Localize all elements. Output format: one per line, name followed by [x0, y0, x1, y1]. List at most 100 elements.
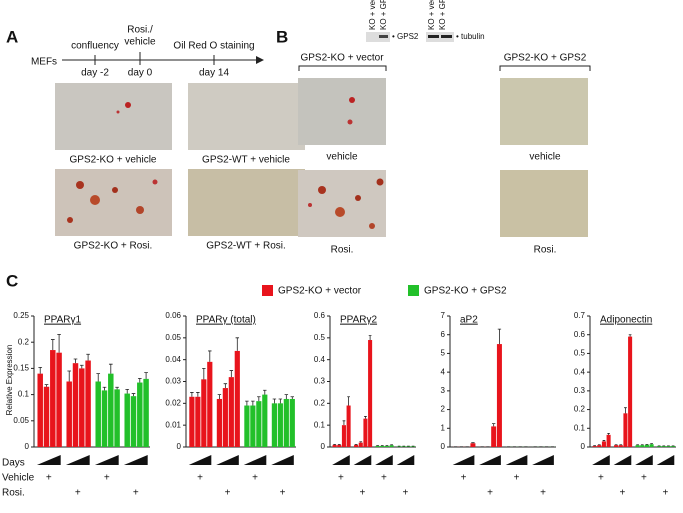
bar	[137, 382, 143, 447]
bar	[101, 390, 108, 447]
lane-label: KO + vector	[427, 0, 436, 30]
row-label: Rosi.	[2, 488, 25, 499]
bar	[95, 381, 101, 447]
bar	[401, 446, 406, 447]
y-tick-label: 0	[177, 442, 182, 451]
image-caption: Rosi.	[534, 245, 557, 256]
plus-sign: +	[641, 473, 647, 484]
bar	[85, 360, 91, 447]
bar	[375, 445, 380, 447]
event-day: day 14	[199, 68, 229, 79]
bar	[597, 445, 602, 447]
row-label: Vehicle	[2, 473, 35, 484]
micrograph	[500, 170, 588, 237]
bar	[228, 377, 234, 447]
error-bar	[202, 368, 206, 380]
bar	[289, 398, 295, 447]
plus-sign: +	[540, 488, 546, 499]
error-bar	[342, 420, 346, 426]
error-bar	[257, 396, 261, 402]
y-tick-label: 0.2	[574, 405, 586, 414]
legend-label: GPS2-KO + vector	[278, 286, 362, 297]
error-bar	[628, 334, 632, 337]
days-ramp	[36, 455, 61, 465]
bar	[195, 396, 201, 447]
plus-sign: +	[280, 488, 286, 499]
bar	[358, 442, 363, 447]
days-ramp	[216, 455, 239, 465]
bar	[130, 396, 137, 447]
error-bar	[67, 370, 72, 382]
y-tick-label: 0.6	[574, 330, 586, 339]
bar	[628, 336, 633, 447]
y-tick-label: 0	[25, 442, 30, 451]
panel-letter: B	[276, 27, 288, 46]
error-bar	[217, 394, 222, 399]
y-tick-label: 0.5	[314, 333, 326, 342]
bar	[606, 434, 611, 447]
plus-sign: +	[461, 473, 467, 484]
bar	[124, 393, 130, 447]
error-bar	[229, 370, 234, 378]
y-tick-label: 0.02	[165, 398, 181, 407]
bar	[649, 444, 654, 447]
timeline-start: MEFs	[31, 57, 57, 68]
event-label: confluency	[71, 41, 119, 52]
error-bar	[137, 377, 142, 383]
bar	[346, 405, 351, 447]
bar	[657, 446, 662, 447]
days-ramp	[635, 455, 653, 465]
image-caption: vehicle	[326, 152, 358, 163]
days-ramp	[353, 455, 372, 465]
plus-sign: +	[381, 473, 387, 484]
error-bar	[471, 442, 475, 444]
chart-title: PPARγ (total)	[196, 315, 256, 326]
y-tick-label: 5	[441, 349, 446, 358]
error-bar	[245, 400, 249, 406]
bar	[666, 446, 671, 447]
y-tick-label: 1	[441, 423, 446, 432]
y-tick-label: 3	[441, 386, 446, 395]
bar	[337, 444, 342, 447]
plus-sign: +	[598, 473, 604, 484]
error-bar	[102, 386, 107, 391]
days-ramp	[479, 455, 501, 465]
bar	[618, 445, 623, 447]
error-bar	[208, 350, 212, 362]
blot	[366, 32, 390, 42]
error-bar	[96, 373, 101, 382]
bar	[108, 373, 114, 447]
y-tick-label: 0.7	[574, 311, 586, 320]
error-bar	[57, 333, 61, 353]
bar	[623, 413, 628, 447]
bar	[66, 381, 72, 447]
error-bar	[272, 398, 277, 404]
bar	[363, 418, 368, 447]
micrograph	[188, 169, 305, 236]
image-caption: GPS2-KO + vehicle	[70, 155, 157, 166]
days-ramp	[452, 455, 475, 465]
bar	[256, 401, 262, 447]
event-label: vehicle	[124, 37, 156, 48]
y-tick-label: 4	[441, 367, 446, 376]
error-bar	[251, 400, 255, 406]
image-caption: GPS2-WT + Rosi.	[206, 241, 286, 252]
chart-title: PPARγ1	[44, 315, 81, 326]
error-bar	[223, 383, 228, 389]
error-bar	[284, 394, 289, 399]
bar	[411, 446, 416, 447]
bar	[592, 446, 597, 447]
error-bar	[144, 372, 148, 379]
image-caption: Rosi.	[331, 245, 354, 256]
error-bar	[492, 423, 496, 427]
y-tick-label: 0.4	[574, 367, 586, 376]
blot	[426, 32, 454, 42]
lane-label: KO + GPS2	[438, 0, 447, 30]
bar	[189, 396, 195, 447]
bar	[43, 386, 50, 447]
image-caption: GPS2-KO + Rosi.	[74, 241, 153, 252]
days-ramp	[243, 455, 267, 465]
y-tick-label: 0.2	[18, 337, 30, 346]
row-label: Days	[2, 458, 25, 469]
y-tick-label: 0.4	[314, 355, 326, 364]
